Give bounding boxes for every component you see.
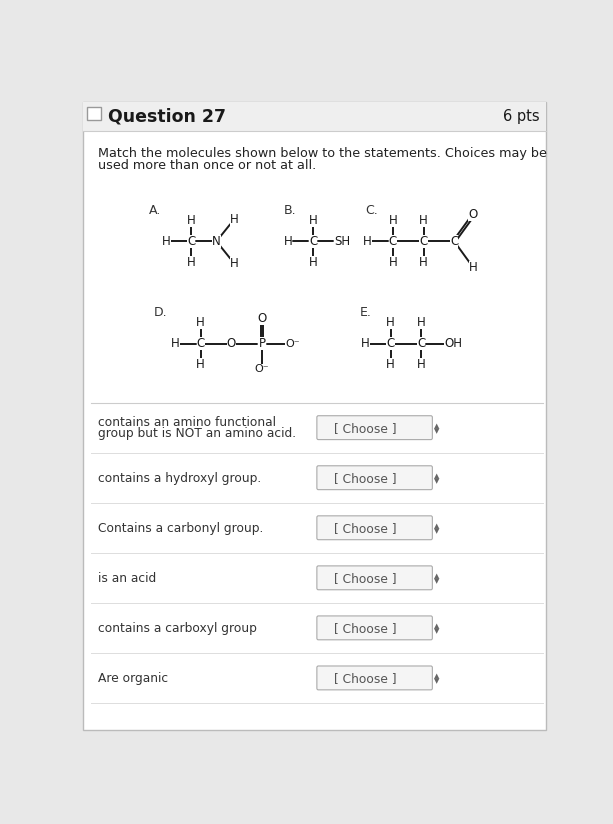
Text: E.: E.: [359, 307, 371, 320]
Text: ▲: ▲: [435, 473, 440, 479]
Text: H: H: [417, 358, 425, 371]
FancyBboxPatch shape: [83, 102, 546, 730]
Text: C: C: [187, 235, 196, 248]
FancyBboxPatch shape: [317, 666, 432, 690]
Text: B.: B.: [284, 204, 296, 217]
Text: [ Choose ]: [ Choose ]: [334, 522, 397, 535]
Text: ▲: ▲: [435, 423, 440, 428]
Text: H: H: [162, 235, 170, 248]
Text: ▲: ▲: [435, 673, 440, 679]
Text: N: N: [212, 235, 221, 248]
Text: C: C: [450, 235, 459, 248]
FancyBboxPatch shape: [317, 516, 432, 540]
FancyBboxPatch shape: [86, 106, 101, 120]
Text: [ Choose ]: [ Choose ]: [334, 471, 397, 485]
Text: D.: D.: [154, 307, 168, 320]
Text: H: H: [419, 255, 428, 269]
Text: [ Choose ]: [ Choose ]: [334, 422, 397, 434]
Text: Question 27: Question 27: [108, 108, 226, 125]
Text: [ Choose ]: [ Choose ]: [334, 622, 397, 634]
Text: ▼: ▼: [435, 578, 440, 584]
Text: 6 pts: 6 pts: [503, 109, 540, 124]
Text: O: O: [257, 312, 267, 325]
Text: H: H: [308, 255, 318, 269]
Text: H: H: [386, 358, 395, 371]
Text: SH: SH: [334, 235, 350, 248]
Text: H: H: [361, 337, 370, 350]
Text: H: H: [364, 235, 372, 248]
Text: A.: A.: [149, 204, 161, 217]
Text: C: C: [417, 337, 425, 350]
Text: contains a carboxyl group: contains a carboxyl group: [98, 622, 257, 634]
Text: C: C: [309, 235, 317, 248]
Text: P: P: [259, 337, 265, 350]
Text: H: H: [417, 316, 425, 330]
Text: ▲: ▲: [435, 523, 440, 529]
Text: O: O: [468, 208, 478, 222]
Text: used more than once or not at all.: used more than once or not at all.: [98, 159, 316, 172]
Text: H: H: [196, 358, 205, 371]
Text: ▼: ▼: [435, 629, 440, 634]
FancyBboxPatch shape: [317, 616, 432, 639]
Text: H: H: [171, 337, 180, 350]
Text: is an acid: is an acid: [98, 572, 156, 585]
Text: ▼: ▼: [435, 528, 440, 534]
Text: H: H: [469, 261, 478, 274]
Text: H: H: [230, 213, 239, 226]
Text: H: H: [187, 214, 196, 227]
Text: contains an amino functional: contains an amino functional: [98, 416, 276, 429]
Text: Are organic: Are organic: [98, 672, 169, 685]
FancyBboxPatch shape: [317, 466, 432, 489]
Text: [ Choose ]: [ Choose ]: [334, 572, 397, 585]
Text: contains a hydroxyl group.: contains a hydroxyl group.: [98, 471, 262, 485]
Text: C: C: [386, 337, 395, 350]
Text: H: H: [308, 214, 318, 227]
Text: [ Choose ]: [ Choose ]: [334, 672, 397, 685]
Text: H: H: [187, 255, 196, 269]
Text: Match the molecules shown below to the statements. Choices may be: Match the molecules shown below to the s…: [98, 147, 547, 160]
Text: H: H: [230, 257, 239, 270]
Text: O⁻: O⁻: [254, 363, 269, 374]
FancyBboxPatch shape: [83, 102, 546, 131]
Text: C: C: [419, 235, 428, 248]
Text: H: H: [386, 316, 395, 330]
Text: H: H: [389, 214, 397, 227]
Text: OH: OH: [444, 337, 462, 350]
FancyBboxPatch shape: [317, 566, 432, 590]
Text: ▼: ▼: [435, 678, 440, 685]
FancyBboxPatch shape: [317, 416, 432, 440]
Text: O⁻: O⁻: [286, 339, 300, 349]
Text: C: C: [389, 235, 397, 248]
Text: C.: C.: [366, 204, 378, 217]
Text: H: H: [419, 214, 428, 227]
Text: H: H: [284, 235, 292, 248]
Text: group but is NOT an amino acid.: group but is NOT an amino acid.: [98, 427, 297, 440]
Text: C: C: [197, 337, 205, 350]
Text: ▼: ▼: [435, 428, 440, 434]
Text: Contains a carbonyl group.: Contains a carbonyl group.: [98, 522, 264, 535]
Text: ▲: ▲: [435, 573, 440, 579]
Text: ▲: ▲: [435, 623, 440, 629]
Text: H: H: [389, 255, 397, 269]
Text: O: O: [227, 337, 236, 350]
Text: H: H: [196, 316, 205, 330]
Text: ▼: ▼: [435, 478, 440, 485]
